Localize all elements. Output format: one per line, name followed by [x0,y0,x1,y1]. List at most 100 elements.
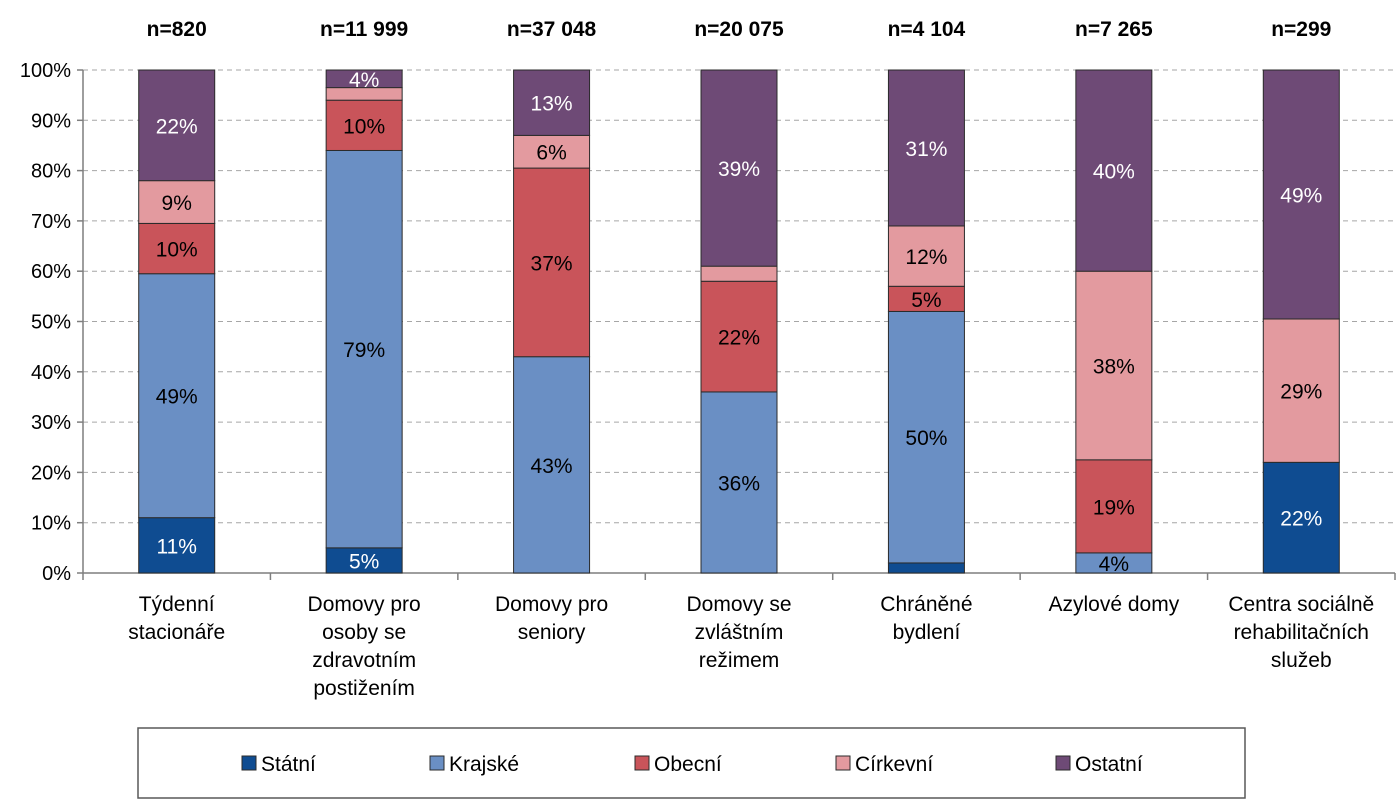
bar-segment [1262,318,1340,463]
bar-segment [138,222,216,275]
legend-swatch [634,755,650,771]
data-label: 9% [162,192,192,215]
data-label: 5% [349,550,379,573]
legend-label: Krajské [449,753,519,776]
legend-label: Obecní [654,753,722,776]
category-label: Domovy se [686,593,791,616]
legend-swatch [835,755,851,771]
category-label: zdravotním [312,649,416,672]
data-label: 22% [718,327,760,350]
sample-size-label: n=820 [147,18,207,41]
legend-swatch [429,755,445,771]
data-label: 4% [349,69,379,92]
bar-segment [700,265,778,282]
data-label: 19% [1093,496,1135,519]
y-tick-label: 20% [31,462,71,484]
data-label: 36% [718,472,760,495]
data-label: 31% [905,138,947,161]
bar-segment [700,69,778,267]
category-label: seniory [518,621,586,644]
legend-box [137,727,1246,799]
legend-swatch [241,755,257,771]
data-label: 79% [343,339,385,362]
data-label: 37% [531,252,573,275]
data-label: 50% [905,427,947,450]
legend-label: Ostatní [1075,753,1143,776]
category-label: Chráněné [880,593,972,616]
legend-label: Státní [261,753,316,776]
bar-segment [513,356,591,574]
data-label: 11% [156,535,196,558]
data-label: 12% [905,246,947,269]
bar-segment [138,273,216,519]
legend-label: Církevní [855,753,933,776]
category-label: režimem [699,649,780,672]
data-label: 6% [536,142,566,165]
bar-segment [700,280,778,393]
data-label: 22% [1280,508,1322,531]
y-tick-label: 40% [31,362,71,384]
bar-segment [1075,459,1153,554]
sample-size-label: n=20 075 [694,18,784,41]
data-label: 10% [343,115,385,138]
category-label: zvláštním [695,621,784,644]
data-label: 29% [1280,381,1322,404]
data-label: 40% [1093,161,1135,184]
category-label: služeb [1271,649,1332,672]
bar-segment [887,310,965,564]
data-label: 22% [156,115,198,138]
category-label: Centra sociálně [1228,593,1374,616]
category-label: Domovy pro [308,593,421,616]
data-label: 43% [531,455,573,478]
y-tick-label: 60% [31,261,71,283]
legend-swatch [1055,755,1071,771]
bar-segment [138,517,216,574]
category-label: postižením [313,677,415,700]
y-tick-label: 10% [31,513,71,535]
y-tick-label: 90% [31,110,71,132]
bar-segment [1262,69,1340,320]
data-label: 4% [1099,553,1129,576]
bar-segment [1075,270,1153,461]
bar-segment [138,69,216,182]
sample-size-label: n=37 048 [507,18,597,41]
bar-segment [325,99,403,151]
sample-size-label: n=7 265 [1075,18,1153,41]
y-tick-label: 0% [42,563,71,585]
bar-segment [1075,69,1153,272]
data-label: 49% [1280,184,1322,207]
sample-size-label: n=4 104 [888,18,966,41]
category-label: Azylové domy [1048,593,1179,616]
bar-segment [513,69,591,136]
bar-segment [887,225,965,287]
data-label: 39% [718,158,760,181]
bar-segment [887,69,965,227]
data-label: 13% [531,93,573,116]
sample-size-label: n=11 999 [320,18,408,41]
bar-segment [887,562,965,574]
y-tick-label: 80% [31,161,71,183]
category-label: Domovy pro [495,593,608,616]
category-label: bydlení [893,621,961,644]
data-label: 10% [156,239,198,262]
bar-segment [1262,461,1340,574]
bar-segment [887,285,965,312]
y-tick-label: 100% [20,60,71,82]
bar-segment [700,391,778,574]
category-label: rehabilitačních [1234,621,1369,644]
bar-segment [513,167,591,358]
data-label: 49% [156,386,198,409]
data-label: 38% [1093,356,1135,379]
data-label: 5% [911,289,941,312]
bar-segment [325,69,403,89]
sample-size-label: n=299 [1271,18,1331,41]
bar-segment [138,180,216,224]
category-label: osoby se [322,621,406,644]
bar-segment [325,149,403,549]
category-label: stacionáře [128,621,225,644]
bar-segment [325,547,403,574]
category-label: Týdenní [139,593,215,616]
bar-segment [513,134,591,169]
